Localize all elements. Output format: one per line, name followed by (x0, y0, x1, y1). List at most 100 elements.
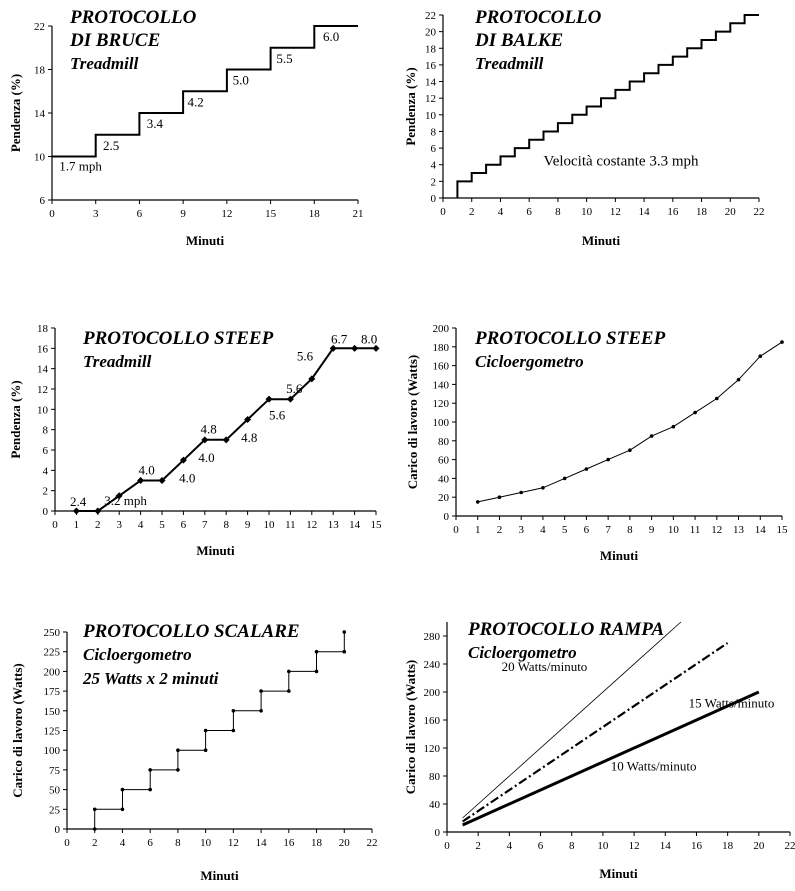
data-point (287, 689, 291, 693)
x-tick-label: 4 (120, 837, 126, 849)
x-tick-label: 7 (202, 519, 208, 531)
data-point (342, 630, 346, 634)
data-point (315, 670, 319, 674)
y-tick-label: 25 (49, 804, 61, 816)
x-tick-label: 20 (339, 837, 351, 849)
x-tick-label: 4 (498, 206, 504, 218)
data-annotation: 5.6 (286, 381, 303, 396)
data-annotation: 8.0 (361, 331, 377, 346)
y-tick-label: 0 (431, 193, 437, 205)
data-point (758, 354, 762, 358)
chart-title: PROTOCOLLO (474, 7, 602, 28)
x-axis-label: Minuti (186, 233, 225, 248)
series-line (76, 348, 376, 511)
x-tick-label: 15 (265, 208, 277, 220)
data-point (259, 689, 263, 693)
x-tick-label: 22 (367, 837, 378, 849)
data-annotation: 2.4 (70, 494, 87, 509)
data-point (606, 458, 610, 462)
x-tick-label: 2 (469, 206, 475, 218)
y-tick-label: 10 (37, 404, 49, 416)
y-tick-label: 60 (438, 455, 450, 467)
data-annotation: 4.0 (179, 471, 195, 486)
y-tick-label: 6 (40, 195, 46, 207)
data-point (148, 788, 152, 792)
y-tick-label: 40 (429, 799, 441, 811)
chart-title: PROTOCOLLO (69, 7, 197, 28)
data-point (585, 467, 589, 471)
x-tick-label: 15 (371, 519, 383, 531)
y-tick-label: 20 (438, 492, 450, 504)
y-axis-label: Pendenza (%) (403, 67, 418, 145)
x-tick-label: 12 (306, 519, 317, 531)
y-axis-label: Carico di lavoro (Watts) (10, 663, 25, 797)
y-tick-label: 75 (49, 765, 61, 777)
x-tick-label: 0 (453, 524, 459, 536)
x-tick-label: 6 (538, 840, 544, 852)
data-annotation: 5.0 (233, 73, 249, 88)
x-tick-label: 6 (137, 208, 143, 220)
chart-subtitle: Treadmill (475, 54, 544, 73)
chart-title: PROTOCOLLO RAMPA (467, 619, 664, 640)
x-tick-label: 0 (444, 840, 450, 852)
x-tick-label: 6 (584, 524, 590, 536)
data-annotation: 5.6 (269, 408, 286, 423)
y-tick-label: 0 (444, 511, 450, 523)
y-tick-label: 2 (43, 486, 49, 498)
x-tick-label: 13 (733, 524, 745, 536)
x-tick-label: 4 (540, 524, 546, 536)
data-point (650, 434, 654, 438)
x-tick-label: 12 (629, 840, 640, 852)
x-tick-label: 9 (180, 208, 186, 220)
y-tick-label: 22 (425, 10, 436, 22)
y-tick-label: 50 (49, 785, 61, 797)
y-tick-label: 18 (37, 323, 49, 335)
data-annotation: Velocità costante 3.3 mph (544, 154, 699, 170)
data-annotation: 3.2 mph (104, 493, 147, 508)
chart-title: PROTOCOLLO STEEP (82, 328, 274, 349)
x-axis-label: Minuti (599, 866, 638, 881)
data-point (232, 709, 236, 713)
data-point (176, 768, 180, 772)
x-tick-label: 4 (507, 840, 513, 852)
data-point (693, 411, 697, 415)
y-tick-label: 40 (438, 473, 450, 485)
x-tick-label: 14 (256, 837, 268, 849)
data-point (232, 729, 236, 733)
data-point (121, 808, 125, 812)
chart-title: PROTOCOLLO STEEP (474, 328, 666, 349)
x-tick-label: 13 (328, 519, 340, 531)
x-tick-label: 10 (264, 519, 276, 531)
data-annotation: 1.7 mph (59, 159, 102, 174)
x-tick-label: 9 (649, 524, 655, 536)
y-axis-label: Pendenza (%) (8, 74, 23, 152)
y-tick-label: 175 (44, 686, 61, 698)
y-tick-label: 18 (425, 43, 437, 55)
x-tick-label: 3 (518, 524, 524, 536)
x-tick-label: 14 (755, 524, 767, 536)
data-point (148, 768, 152, 772)
data-annotation: 2.5 (103, 138, 119, 153)
data-annotation: 6.0 (323, 29, 339, 44)
data-point (287, 670, 291, 674)
y-tick-label: 0 (55, 824, 61, 836)
data-point (121, 788, 125, 792)
x-tick-label: 21 (353, 208, 364, 220)
x-tick-label: 3 (93, 208, 99, 220)
x-tick-label: 22 (754, 206, 765, 218)
y-tick-label: 22 (34, 21, 45, 33)
data-point (672, 425, 676, 429)
data-annotation: 4.8 (201, 422, 217, 437)
x-tick-label: 16 (667, 206, 679, 218)
y-tick-label: 240 (424, 659, 441, 671)
data-point (780, 340, 784, 344)
x-tick-label: 0 (64, 837, 70, 849)
x-tick-label: 8 (223, 519, 229, 531)
